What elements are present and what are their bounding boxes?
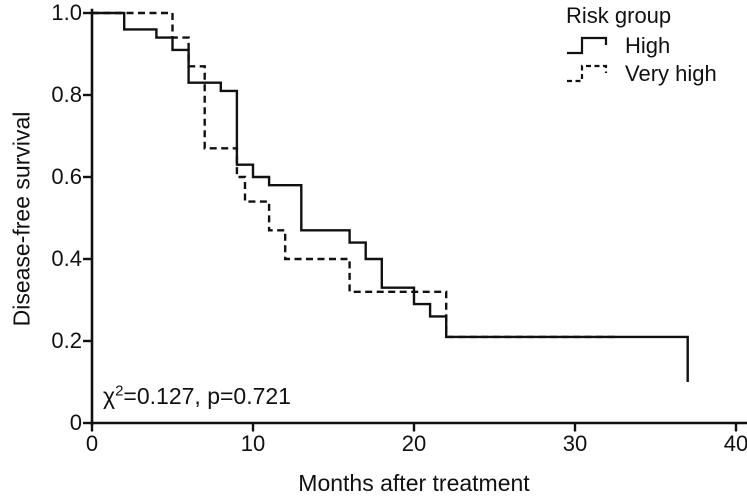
x-tick-label: 40 <box>723 431 747 456</box>
high-line-sample-icon <box>567 36 608 55</box>
y-tick-label: 0.4 <box>51 246 82 271</box>
annotation-chi: χ <box>103 383 116 409</box>
chi-square-annotation: χ2=0.127, p=0.721 <box>103 383 291 410</box>
y-tick-label: 0 <box>69 410 82 435</box>
legend-entry-very-high-label: Very high <box>625 61 717 86</box>
x-tick-label: 30 <box>562 431 588 456</box>
y-tick-label: 0.6 <box>51 164 82 189</box>
curve-very-high <box>92 11 616 339</box>
legend-entry-high: High <box>566 32 717 60</box>
x-tick-label: 0 <box>85 431 99 456</box>
legend: Risk group High Very high <box>566 3 717 88</box>
x-tick-label: 20 <box>401 431 427 456</box>
axes <box>83 8 747 432</box>
x-axis-title: Months after treatment <box>298 470 530 496</box>
y-tick-label: 1.0 <box>51 0 82 25</box>
legend-title: Risk group <box>566 3 672 28</box>
legend-entry-very-high: Very high <box>566 60 717 88</box>
legend-entry-high-label: High <box>625 33 671 58</box>
y-tick-label: 0.8 <box>51 82 82 107</box>
x-tick-label: 10 <box>240 431 266 456</box>
survival-curves <box>92 11 689 382</box>
annotation-rest: =0.127, p=0.721 <box>123 383 291 409</box>
annotation-sup: 2 <box>115 382 124 400</box>
y-tick-label: 0.2 <box>51 328 82 353</box>
very-high-line-sample-icon <box>567 64 608 83</box>
y-axis-title: Disease-free survival <box>8 111 35 327</box>
curve-high <box>92 11 689 382</box>
